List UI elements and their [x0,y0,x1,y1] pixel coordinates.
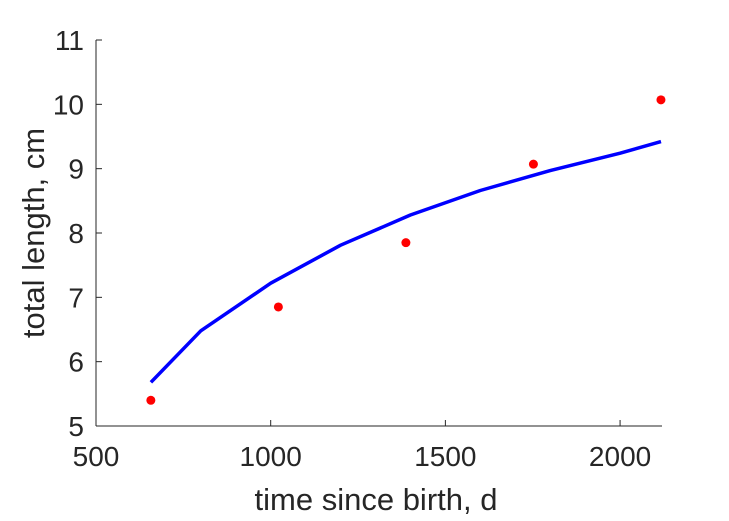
fit-curve [149,139,662,384]
y-tick-label: 8 [68,218,84,249]
x-tick-label: 500 [73,441,120,472]
y-axis-label: total length, cm [16,128,51,338]
y-tick-label: 6 [68,347,84,378]
x-tick-label: 1000 [240,441,302,472]
y-tick-label: 10 [53,89,84,120]
data-point [401,238,411,248]
y-tick-label: 9 [68,154,84,185]
series [146,95,666,405]
y-tick-label: 11 [55,25,84,56]
data-point [528,159,538,169]
data-point [146,395,156,405]
axes: 500 1000 1500 2000 5 6 7 8 9 10 11 [53,25,662,472]
x-tick-label: 2000 [589,441,651,472]
data-point [273,302,283,312]
y-tick-label: 5 [68,411,84,442]
y-tick-label: 7 [68,282,84,313]
x-axis-label: time since birth, d [255,482,498,517]
x-tick-label: 1500 [414,441,476,472]
data-point [656,95,666,105]
